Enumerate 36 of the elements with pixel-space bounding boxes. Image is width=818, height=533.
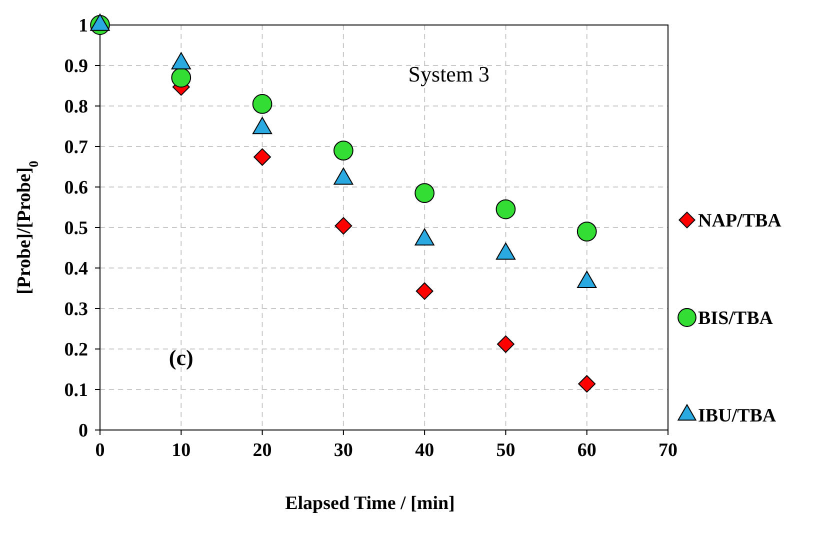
point bbox=[414, 183, 435, 203]
y-tick-label: 0.4 bbox=[64, 258, 88, 280]
x-tick-label: 0 bbox=[95, 440, 105, 461]
x-tick-label: 40 bbox=[415, 440, 434, 461]
point bbox=[252, 94, 272, 114]
y-tick-label: 1 bbox=[78, 16, 88, 37]
point bbox=[416, 282, 434, 300]
x-axis-title: Elapsed Time / [min] bbox=[285, 493, 455, 514]
annotation: (c) bbox=[168, 345, 194, 370]
point bbox=[334, 217, 352, 235]
legend-label: NAP/TBA bbox=[698, 210, 782, 232]
y-tick-label: 0.2 bbox=[64, 340, 88, 361]
y-tick-label: 0 bbox=[78, 420, 88, 442]
point bbox=[497, 335, 514, 353]
point bbox=[333, 140, 354, 160]
point bbox=[576, 222, 597, 242]
x-tick-label: 20 bbox=[252, 440, 272, 461]
x-tick-label: 50 bbox=[496, 440, 516, 461]
x-tick-label: 10 bbox=[172, 440, 191, 461]
y-tick-label: 0.9 bbox=[64, 56, 88, 78]
y-tick-label: 0.3 bbox=[64, 299, 88, 320]
y-tick-label: 0.7 bbox=[64, 137, 88, 158]
y-tick-label: 0.8 bbox=[64, 96, 88, 118]
x-tick-label: 60 bbox=[577, 440, 596, 461]
legend-label: BIS/TBA bbox=[698, 308, 774, 330]
legend-label: IBU/TBA bbox=[698, 406, 776, 427]
x-tick-label: 70 bbox=[658, 440, 678, 461]
y-tick-label: 0.5 bbox=[64, 218, 88, 240]
x-tick-label: 30 bbox=[334, 440, 353, 461]
annotation: System 3 bbox=[408, 62, 490, 87]
point bbox=[254, 148, 271, 166]
point bbox=[578, 375, 596, 393]
point bbox=[171, 68, 192, 88]
point bbox=[496, 199, 516, 220]
y-tick-label: 0.6 bbox=[64, 178, 88, 199]
y-tick-label: 0.1 bbox=[64, 380, 88, 402]
